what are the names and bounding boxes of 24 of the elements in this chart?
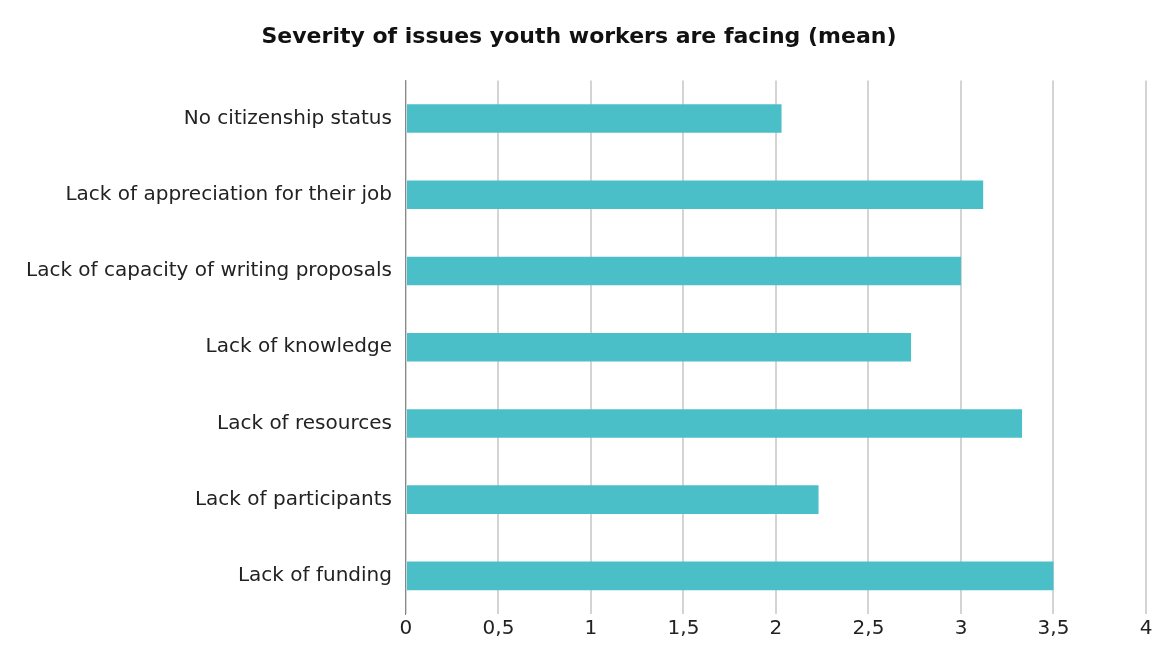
bar [406,409,1023,438]
y-tick-label: No citizenship status [183,104,392,129]
bar [406,561,1054,591]
y-tick-label: Lack of capacity of writing proposals [25,257,392,282]
x-tick-label: 3 [954,615,968,640]
y-tick-label: Lack of funding [237,562,392,587]
bar [406,104,782,133]
bar [406,256,961,286]
y-tick-label: Lack of participants [194,485,392,510]
x-tick-label: 2 [769,615,783,640]
x-tick-label: 4 [1139,615,1153,640]
y-tick-label: Lack of knowledge [205,333,392,358]
chart-title: Severity of issues youth workers are facing (mean) [261,22,897,48]
x-tick-label: 2,5 [852,615,885,640]
y-tick-label: Lack of appreciation for their job [65,180,392,205]
x-tick-label: 0 [399,615,413,640]
bar [406,180,984,210]
y-tick-label: Lack of resources [217,409,392,434]
x-tick-label: 1 [584,615,598,640]
bar [406,332,912,362]
x-tick-label: 1,5 [667,615,700,640]
bar [406,485,819,514]
x-tick-label: 0,5 [482,615,515,640]
x-tick-label: 3,5 [1037,615,1070,640]
